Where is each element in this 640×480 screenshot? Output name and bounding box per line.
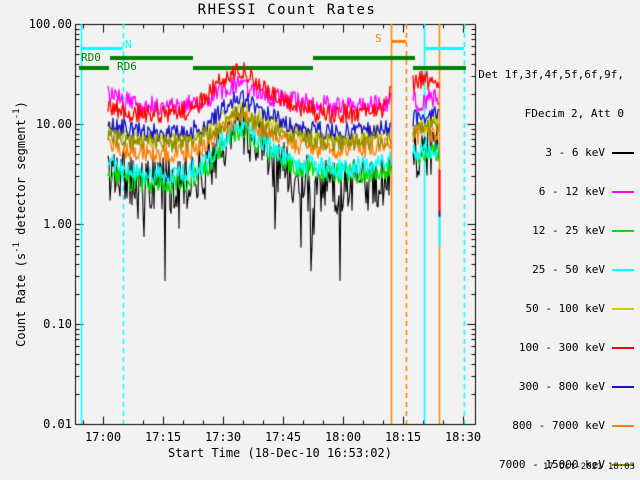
legend-label: 6 - 12 keV [538,185,605,198]
legend-entry: 50 - 100 keV [478,302,634,315]
legend-line-sample [612,190,634,193]
legend-label: 300 - 800 keV [518,380,605,393]
legend-line-sample [612,151,634,154]
night-flag-label: N [125,38,132,51]
legend-label: 50 - 100 keV [525,302,605,315]
legend-label: 7000 - 15000 keV [499,458,605,471]
legend-entry: 12 - 25 keV [478,224,634,237]
legend-line-sample [612,229,634,232]
y-tick-label: 0.01 [43,417,72,431]
legend-entry: 3 - 6 keV [478,146,634,159]
x-tick-label: 17:00 [84,430,122,444]
legend: Det 1f,3f,4f,5f,6f,9f, FDecim 2, Att 0 3… [478,42,634,480]
creation-timestamp: 17-Oct-2021 18:03 [542,462,635,472]
x-tick-label: 18:15 [384,430,422,444]
y-tick-label: 100.00 [28,17,72,31]
legend-entry: 100 - 300 keV [478,341,634,354]
legend-label: 25 - 50 keV [532,263,605,276]
legend-label: 800 - 7000 keV [512,419,605,432]
legend-entry: 7000 - 15000 keV [478,458,634,471]
legend-decim-att: FDecim 2, Att 0 [524,107,624,120]
legend-line-sample [612,385,634,388]
y-tick-label: 10.00 [35,117,72,131]
legend-label: 100 - 300 keV [518,341,605,354]
x-axis-title: Start Time (18-Dec-10 16:53:02) [168,446,392,460]
legend-entry: 25 - 50 keV [478,263,634,276]
legend-line-sample [612,346,634,349]
x-tick-label: 17:30 [204,430,242,444]
legend-label: 3 - 6 keV [545,146,605,159]
legend-entry: 6 - 12 keV [478,185,634,198]
legend-label: 12 - 25 keV [532,224,605,237]
legend-entry: 800 - 7000 keV [478,419,634,432]
x-tick-label: 17:15 [144,430,182,444]
rd0-flag-label: RD0 [81,51,101,64]
legend-line-sample [612,307,634,310]
chart-title: RHESSI Count Rates [197,2,377,18]
x-tick-label: 17:45 [264,430,302,444]
x-tick-label: 18:00 [324,430,362,444]
legend-detectors: Det 1f,3f,4f,5f,6f,9f, [478,68,624,81]
legend-entry: 300 - 800 keV [478,380,634,393]
legend-line-sample [612,463,634,466]
rd6-flag-label: RD6 [117,60,137,73]
y-tick-label: 0.10 [43,317,72,331]
y-tick-label: 1.00 [43,217,72,231]
legend-line-sample [612,424,634,427]
saa-flag-label: S [375,32,382,45]
x-tick-label: 18:30 [444,430,482,444]
y-axis-title: Count Rate (s-1 detector segment-1) [12,101,28,347]
legend-line-sample [612,268,634,271]
